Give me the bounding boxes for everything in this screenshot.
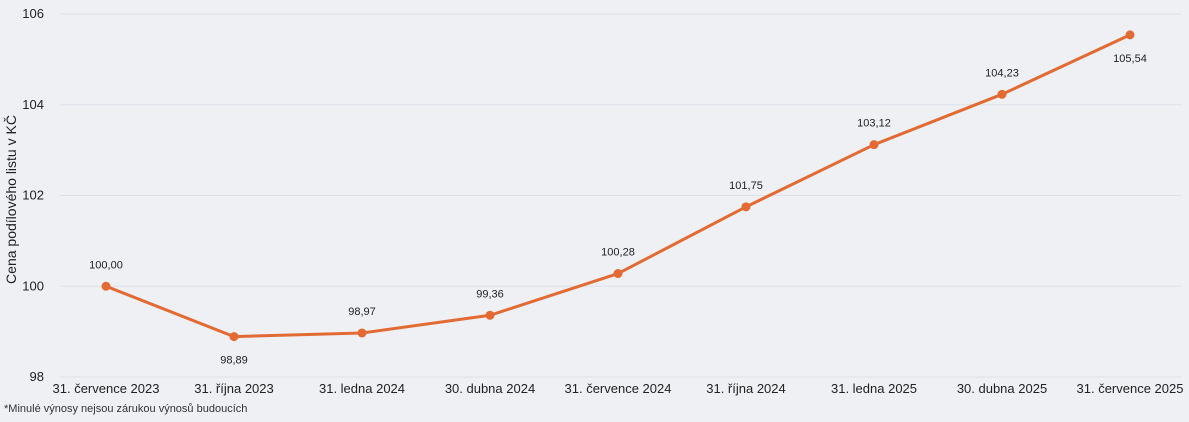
y-tick-label: 104 [22, 97, 44, 112]
x-tick-label: 30. dubna 2024 [445, 381, 535, 396]
data-point [357, 328, 367, 338]
footnote: *Minulé výnosy nejsou zárukou výnosů bud… [4, 403, 248, 415]
data-label: 101,75 [729, 180, 763, 192]
data-point [101, 281, 111, 291]
data-point [485, 310, 495, 320]
x-tick-label: 31. července 2025 [1077, 381, 1184, 396]
x-tick-label: 31. července 2023 [53, 381, 160, 396]
x-tick-label: 31. října 2023 [194, 381, 274, 396]
data-point [229, 332, 239, 342]
data-label: 98,97 [348, 306, 376, 318]
data-point [613, 269, 623, 279]
y-tick-label: 98 [30, 369, 44, 384]
x-tick-label: 31. ledna 2025 [831, 381, 917, 396]
data-label: 98,89 [220, 355, 248, 367]
series-line [104, 33, 1132, 339]
data-label: 104,23 [985, 67, 1019, 79]
y-axis-title: Cena podílového listu v KČ [3, 115, 19, 284]
x-tick-label: 31. října 2024 [706, 381, 786, 396]
data-label: 105,54 [1113, 53, 1147, 65]
x-tick-label: 30. dubna 2025 [957, 381, 1047, 396]
chart-svg: 98 100 102 104 106 Cena podílového listu v KČ… [3, 6, 1184, 396]
data-point [1125, 30, 1135, 40]
data-label: 103,12 [857, 118, 891, 130]
y-tick-label: 106 [22, 6, 44, 21]
x-tick-label: 31. července 2024 [565, 381, 672, 396]
data-label: 100,00 [89, 259, 123, 271]
data-point [997, 89, 1007, 99]
data-point [741, 202, 751, 212]
y-tick-label: 102 [22, 188, 44, 203]
data-label: 99,36 [476, 288, 504, 300]
data-label: 100,28 [601, 247, 635, 259]
y-tick-label: 100 [22, 278, 44, 293]
x-tick-label: 31. ledna 2024 [319, 381, 405, 396]
data-point [869, 140, 879, 150]
